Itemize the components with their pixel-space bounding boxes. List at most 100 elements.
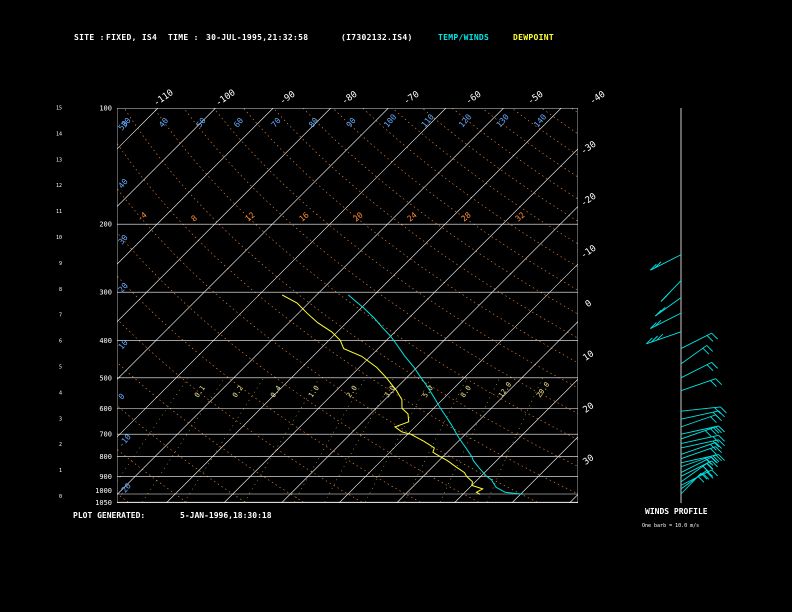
wind-barb-flag: [706, 462, 714, 470]
mixing-ratio-label: 8.0: [459, 384, 473, 399]
wind-barb-flag: [712, 426, 720, 434]
mixing-ratio-line: [486, 377, 543, 503]
wind-barb-flag: [646, 337, 653, 345]
dry-adiabat-label: 90: [345, 116, 358, 129]
moist-adiabat-label: 16: [298, 210, 311, 223]
dry-adiabat-line: [511, 108, 578, 156]
dry-adiabat-line: [481, 108, 578, 178]
wind-barb: [680, 425, 719, 435]
dewpoint-legend: DEWPOINT: [513, 33, 554, 42]
wind-barb-flag: [718, 425, 725, 433]
temperature-right-label: 20: [582, 401, 597, 415]
mixing-ratio-label: 0.2: [231, 384, 245, 399]
mixing-ratio-label: 3.0: [383, 384, 397, 399]
dry-adiabat-line: [541, 108, 578, 135]
wind-barb-flag: [715, 454, 722, 462]
wind-barb-flag: [654, 319, 662, 327]
wind-barb-flag: [710, 428, 717, 436]
wind-barb-flag: [712, 440, 720, 448]
wind-barb-flag: [651, 335, 658, 343]
height-tick-label: 8: [59, 287, 62, 293]
wind-barb-flag: [704, 430, 712, 437]
height-tick-label: 2: [59, 442, 62, 448]
height-tick-label: 14: [56, 131, 62, 137]
wind-barb-flag: [718, 454, 725, 461]
plot-generated-label: PLOT GENERATED:: [73, 511, 146, 520]
pressure-tick-label: 300: [99, 289, 112, 297]
wind-barb-flag: [710, 456, 717, 463]
wind-barb: [680, 426, 716, 440]
isotherm-line: [281, 205, 578, 503]
temperature-right-label: 30: [582, 453, 597, 467]
isotherm-line: [396, 321, 578, 503]
wind-barb-flag: [718, 410, 725, 418]
wind-barb-flag: [697, 476, 705, 483]
isotherm-line: [0, 108, 100, 503]
wind-barb-flag: [654, 261, 662, 269]
dry-adiabat-line: [631, 108, 792, 502]
dry-adiabat-line: [117, 493, 129, 503]
dry-adiabat-line: [243, 108, 578, 364]
wind-barb: [680, 470, 707, 490]
wind-barb-flag: [718, 439, 725, 447]
height-tick-label: 1: [59, 468, 62, 474]
pressure-tick-label: 900: [99, 473, 112, 481]
wind-barb: [680, 463, 707, 483]
dry-adiabat-line: [117, 187, 538, 503]
temperature-top-label: -50: [526, 90, 545, 108]
dry-adiabat-line: [302, 108, 578, 315]
isotherm-line: [117, 108, 216, 208]
mixing-ratio-line: [184, 377, 265, 503]
wind-barb-flag: [650, 322, 657, 329]
moist-adiabat-label: 20: [352, 210, 365, 223]
wind-barb-flag: [711, 460, 718, 468]
dry-adiabat-line: [123, 108, 578, 467]
temperature-top-label: -40: [588, 90, 607, 108]
wind-barb: [680, 439, 719, 449]
plot-frame: [117, 108, 578, 503]
temperature-top-label: -90: [278, 90, 297, 108]
wind-barb-flag: [720, 406, 727, 414]
mixing-ratio-line: [324, 377, 394, 503]
dry-adiabat-label: 70: [270, 116, 283, 129]
pressure-tick-label: 200: [99, 221, 112, 229]
temp-winds-legend: TEMP/WINDS: [438, 33, 490, 42]
mixing-ratio-label: 1.0: [307, 384, 321, 399]
mixing-ratio-line: [142, 377, 225, 503]
temperature-right-label: -20: [579, 192, 598, 210]
dewpoint-profile-line: [281, 294, 484, 495]
wind-barb-flag: [712, 455, 720, 463]
height-tick-label: 9: [59, 261, 62, 267]
wind-barb-flag: [714, 407, 721, 414]
isotherm-line: [165, 108, 562, 503]
dry-adiabat-label: 110: [420, 112, 436, 129]
wind-barb: [680, 414, 716, 428]
wind-barb-flag: [658, 306, 666, 314]
mixing-ratio-line: [404, 377, 468, 503]
moist-adiabat-label: 28: [460, 210, 473, 223]
temperature-right-label: 10: [582, 349, 597, 363]
wind-barb-flag: [656, 333, 664, 341]
pressure-tick-label: 400: [99, 337, 112, 345]
moist-adiabat-label: 8: [190, 213, 200, 223]
barbs-note: One barb = 10.0 m/s: [642, 523, 700, 529]
wind-barb-flag: [711, 332, 718, 340]
wind-barb-flag: [706, 459, 714, 466]
mixing-ratio-label: 2.0: [345, 384, 359, 399]
height-tick-label: 7: [59, 313, 62, 319]
isotherm-line: [627, 108, 792, 503]
winds-profile-label: WINDS PROFILE: [645, 507, 708, 516]
dry-adiabat-line: [153, 108, 578, 440]
height-tick-label: 13: [56, 157, 62, 163]
isotherm-line: [511, 436, 578, 503]
wind-barb: [680, 378, 716, 392]
wind-barb-flag: [654, 309, 662, 317]
isotherm-line: [117, 108, 389, 380]
dry-adiabat-line: [117, 448, 187, 503]
dry-adiabat-label: 0: [117, 392, 127, 402]
wind-barb-flag: [710, 416, 717, 423]
pressure-tick-label: 600: [99, 405, 112, 413]
dry-adiabat-label: 80: [307, 116, 320, 129]
height-tick-label: 12: [56, 183, 62, 189]
